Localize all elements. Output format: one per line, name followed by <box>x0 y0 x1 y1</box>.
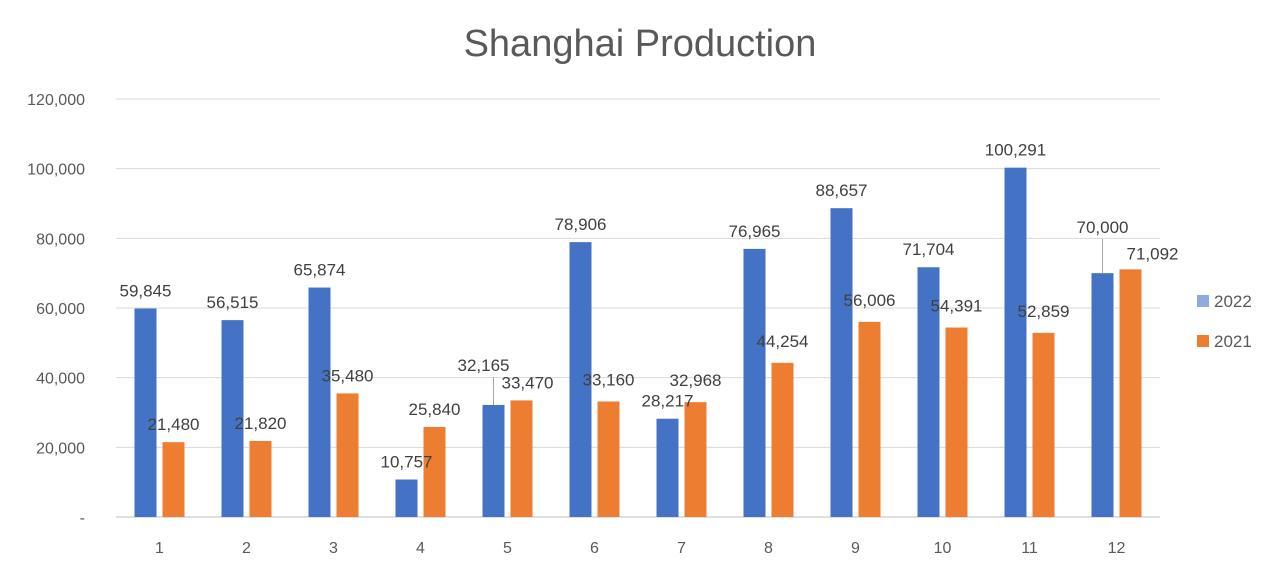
data-label-2021-6: 33,160 <box>583 370 635 389</box>
bar-2021-9 <box>858 321 881 517</box>
gridlines <box>116 98 1160 518</box>
y-tick-label: 120,000 <box>27 92 85 109</box>
legend-swatch-2021 <box>1197 335 1209 347</box>
data-label-2021-9: 56,006 <box>844 291 896 310</box>
data-label-2022-11: 100,291 <box>985 141 1046 160</box>
bar-2021-12 <box>1119 269 1142 517</box>
bar-2022-3 <box>308 287 331 517</box>
data-label-2022-10: 71,704 <box>903 240 955 259</box>
data-label-2022-12: 70,000 <box>1077 218 1129 237</box>
bar-2022-4 <box>395 479 418 517</box>
bar-2022-6 <box>569 242 592 517</box>
bar-2022-10 <box>917 267 940 517</box>
bar-2021-2 <box>249 440 272 517</box>
y-tick-label: 40,000 <box>36 371 85 388</box>
y-tick-label: 20,000 <box>36 440 85 457</box>
x-tick-label: 9 <box>851 540 860 557</box>
data-label-2022-2: 56,515 <box>207 293 259 312</box>
legend: 2022 2021 <box>1197 292 1252 351</box>
x-tick-label: 1 <box>155 540 164 557</box>
bar-2022-2 <box>221 320 244 517</box>
bar-2021-8 <box>771 362 794 517</box>
data-label-2022-9: 88,657 <box>816 181 868 200</box>
data-label-2021-2: 21,820 <box>235 414 287 433</box>
bar-2021-1 <box>162 442 185 517</box>
legend-label-2021: 2021 <box>1214 332 1252 351</box>
bar-2021-5 <box>510 400 533 517</box>
data-label-2021-3: 35,480 <box>322 366 374 385</box>
bar-2022-9 <box>830 208 853 518</box>
data-labels: 59,845 21,480 56,515 21,820 65,874 35,480 10,7… <box>120 141 1179 472</box>
bar-2022-12 <box>1091 273 1114 517</box>
bar-2021-7 <box>684 402 707 517</box>
data-label-2021-10: 54,391 <box>931 297 983 316</box>
data-label-2021-4: 25,840 <box>409 400 461 419</box>
data-label-2021-7: 32,968 <box>670 371 722 390</box>
data-label-2021-8: 44,254 <box>757 332 809 351</box>
data-label-2022-4: 10,757 <box>381 453 433 472</box>
data-label-2022-7: 28,217 <box>642 392 694 411</box>
data-label-2022-6: 78,906 <box>555 215 607 234</box>
x-tick-label: 7 <box>677 540 686 557</box>
x-tick-label: 8 <box>764 540 773 557</box>
data-label-2021-11: 52,859 <box>1018 302 1070 321</box>
x-tick-label: 10 <box>934 540 952 557</box>
bar-2021-11 <box>1032 332 1055 517</box>
x-tick-label: 4 <box>416 540 425 557</box>
y-tick-label: 60,000 <box>36 301 85 318</box>
data-label-2022-1: 59,845 <box>120 282 172 301</box>
x-tick-label: 6 <box>590 540 599 557</box>
legend-swatch-2022 <box>1197 295 1209 307</box>
x-tick-label: 3 <box>329 540 338 557</box>
data-label-2021-1: 21,480 <box>148 415 200 434</box>
data-label-2022-8: 76,965 <box>729 222 781 241</box>
x-tick-label: 12 <box>1108 540 1126 557</box>
x-tick-label: 11 <box>1021 540 1038 557</box>
bars <box>134 167 1142 518</box>
chart-title: Shanghai Production <box>464 23 817 65</box>
data-label-2022-3: 65,874 <box>294 261 346 280</box>
bar-2022-11 <box>1004 167 1027 517</box>
legend-label-2022: 2022 <box>1214 292 1252 311</box>
data-label-2022-5: 32,165 <box>458 356 510 375</box>
bar-2021-6 <box>597 401 620 517</box>
bar-2021-10 <box>945 327 968 517</box>
data-label-2021-12: 71,092 <box>1127 244 1179 263</box>
bar-2021-3 <box>336 393 359 517</box>
bar-2022-5 <box>482 404 505 517</box>
bar-2021-4 <box>423 426 446 517</box>
x-tick-label: 2 <box>242 540 251 557</box>
y-tick-label: - <box>80 510 85 527</box>
data-label-2021-5: 33,470 <box>502 373 554 392</box>
bar-2022-1 <box>134 308 157 517</box>
bar-2022-8 <box>743 248 766 517</box>
x-tick-label: 5 <box>503 540 512 557</box>
bar-2022-7 <box>656 418 679 517</box>
y-tick-label: 80,000 <box>36 231 85 248</box>
y-axis: - 20,000 40,000 60,000 80,000 100,000 120,000 <box>27 92 85 527</box>
y-tick-label: 100,000 <box>27 162 85 179</box>
x-axis: 1 2 3 4 5 6 7 8 9 10 11 12 <box>155 540 1125 557</box>
